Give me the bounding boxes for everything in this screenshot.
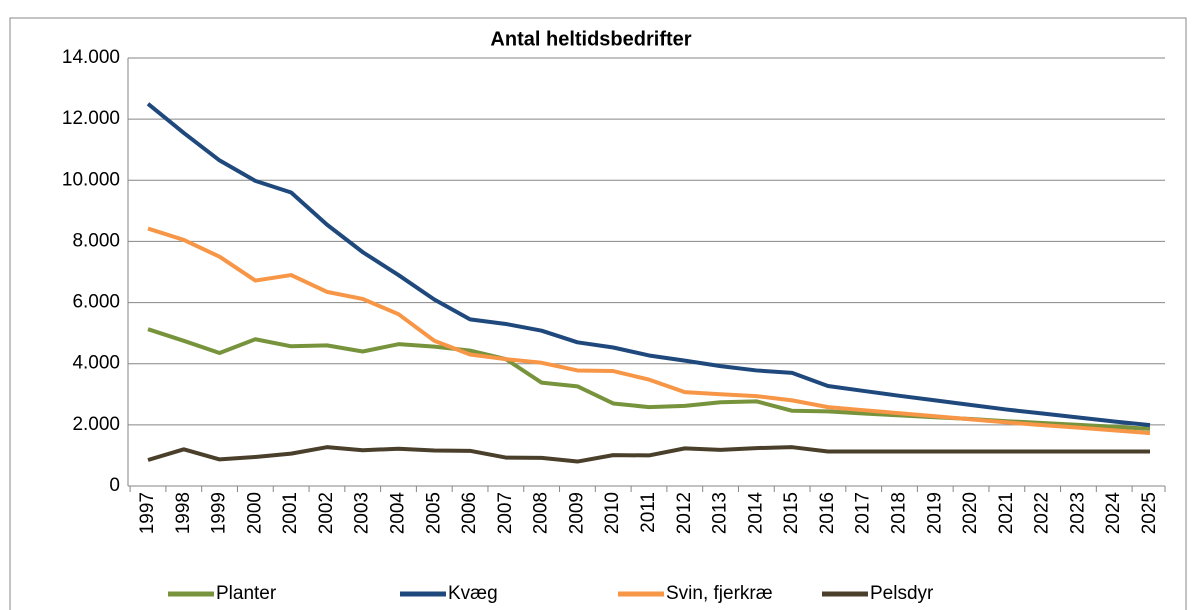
legend-label: Pelsdyr bbox=[870, 583, 934, 604]
x-tick-label: 1997 bbox=[137, 492, 158, 534]
x-tick-label: 2023 bbox=[1067, 492, 1088, 534]
line-series bbox=[146, 102, 1151, 428]
x-tick-label: 2019 bbox=[924, 492, 945, 534]
x-tick-label: 2014 bbox=[745, 492, 766, 535]
x-tick-label: 2005 bbox=[423, 492, 444, 534]
x-tick-label: 2020 bbox=[960, 492, 981, 534]
y-tick-label: 12.000 bbox=[62, 108, 120, 129]
y-tick-label: 0 bbox=[109, 475, 120, 496]
x-tick-label: 2011 bbox=[638, 492, 659, 533]
x-tick-label: 2009 bbox=[566, 492, 587, 534]
line-series bbox=[147, 445, 1150, 464]
x-tick-label: 2018 bbox=[889, 492, 910, 534]
x-tick-label: 2004 bbox=[388, 492, 409, 535]
y-tick-label: 4.000 bbox=[72, 353, 120, 374]
chart-title: Antal heltidsbedrifter bbox=[490, 28, 691, 50]
x-tick-label: 2013 bbox=[710, 492, 731, 534]
x-tick-label: 2012 bbox=[674, 492, 695, 534]
x-tick-label: 2024 bbox=[1103, 492, 1124, 535]
x-tick-label: 2001 bbox=[280, 492, 301, 534]
x-tick-label: 2021 bbox=[996, 492, 1017, 534]
x-tick-label: 2017 bbox=[853, 492, 874, 534]
chart-frame bbox=[9, 17, 1187, 610]
x-tick-label: 2016 bbox=[817, 492, 838, 534]
y-tick-label: 14.000 bbox=[62, 47, 120, 68]
x-tick-label: 2000 bbox=[244, 492, 265, 534]
legend-label: Kvæg bbox=[448, 583, 498, 604]
y-tick-label: 10.000 bbox=[62, 169, 120, 190]
x-tick-label: 2015 bbox=[781, 492, 802, 534]
x-tick-label: 2002 bbox=[316, 492, 337, 534]
x-tick-label: 2022 bbox=[1032, 492, 1053, 534]
x-tick-label: 2006 bbox=[459, 492, 480, 534]
line-series bbox=[147, 226, 1151, 436]
x-tick-label: 1999 bbox=[209, 492, 230, 534]
x-tick-label: 2008 bbox=[531, 492, 552, 534]
y-tick-label: 2.000 bbox=[72, 414, 120, 435]
y-tick-label: 6.000 bbox=[72, 292, 120, 313]
x-tick-label: 2010 bbox=[602, 492, 623, 534]
y-tick-label: 8.000 bbox=[72, 230, 120, 251]
legend-label: Svin, fjerkræ bbox=[666, 583, 773, 604]
legend-label: Planter bbox=[216, 583, 277, 604]
x-tick-label: 2025 bbox=[1139, 492, 1160, 534]
x-tick-label: 2007 bbox=[495, 492, 516, 534]
x-tick-label: 1998 bbox=[173, 492, 194, 534]
x-tick-label: 2003 bbox=[352, 492, 373, 534]
